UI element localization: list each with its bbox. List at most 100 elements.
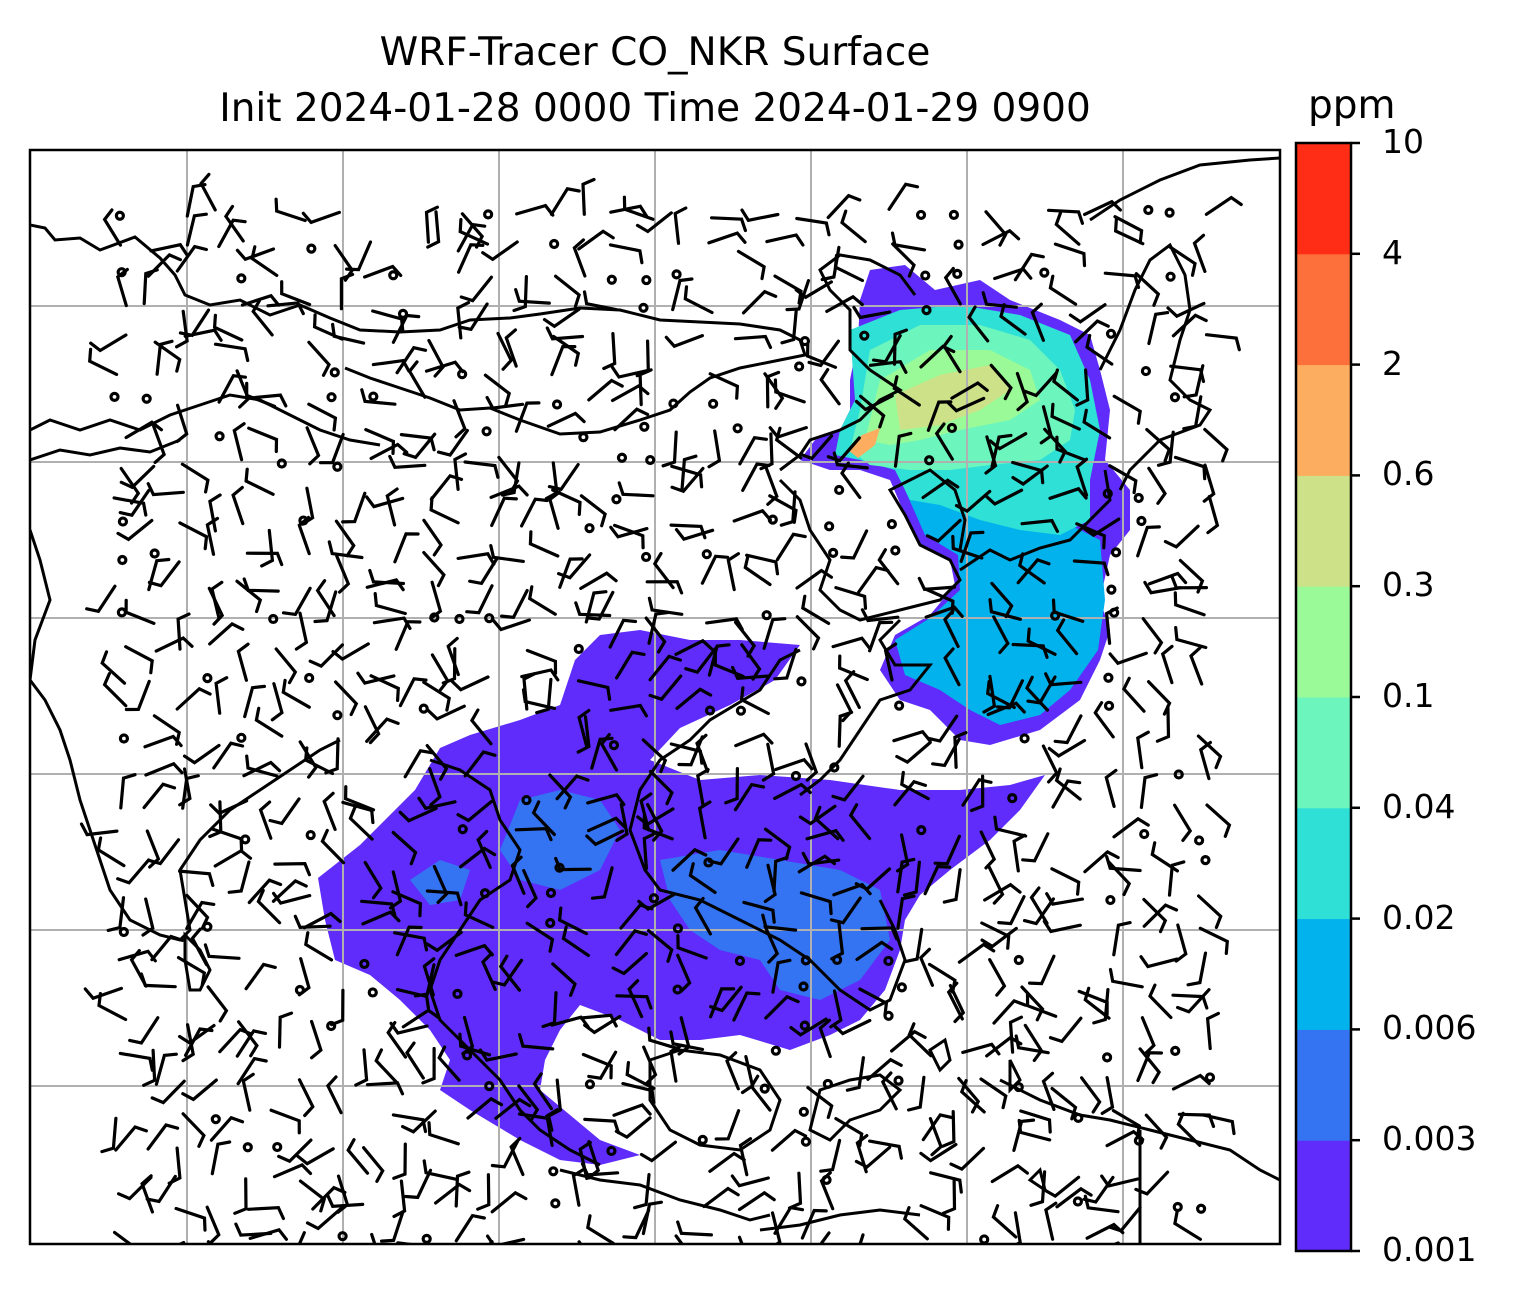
wind-barb bbox=[368, 568, 405, 586]
calm-wind-marker bbox=[1165, 271, 1176, 282]
wind-barb bbox=[586, 1214, 615, 1244]
wind-barb bbox=[774, 426, 803, 460]
wind-barb bbox=[206, 1240, 214, 1244]
wind-barb bbox=[454, 943, 494, 957]
wind-barb bbox=[1108, 967, 1144, 989]
wind-barb bbox=[1142, 897, 1168, 934]
calm-wind-marker bbox=[1110, 547, 1122, 558]
wind-barb bbox=[140, 1174, 154, 1214]
wind-barb bbox=[805, 342, 838, 369]
wind-barb bbox=[918, 947, 934, 987]
calm-wind-marker bbox=[242, 1142, 253, 1153]
calm-wind-marker bbox=[214, 431, 225, 442]
colorbar-tick-label: 0.02 bbox=[1382, 897, 1456, 937]
wind-barb bbox=[326, 1193, 365, 1208]
wind-barb bbox=[805, 828, 845, 842]
wind-barb bbox=[402, 432, 437, 460]
wind-barb bbox=[902, 1206, 929, 1241]
wind-barb bbox=[609, 525, 649, 539]
calm-wind-marker bbox=[703, 857, 714, 868]
wind-barb bbox=[709, 987, 736, 1019]
wind-barb bbox=[1082, 408, 1112, 440]
wind-barb bbox=[917, 576, 956, 591]
wind-barb bbox=[450, 675, 490, 692]
wind-barb bbox=[544, 461, 559, 501]
wind-barb bbox=[992, 615, 1010, 655]
wind-barb bbox=[1048, 1016, 1083, 1044]
wind-barb bbox=[102, 208, 122, 247]
wind-barb bbox=[763, 924, 780, 964]
wind-barb bbox=[697, 800, 712, 840]
wind-barb bbox=[676, 953, 692, 993]
wind-barb bbox=[542, 307, 581, 329]
calm-wind-marker bbox=[202, 673, 213, 684]
calm-wind-marker bbox=[1105, 328, 1117, 339]
calm-wind-marker bbox=[948, 209, 960, 220]
calm-wind-marker bbox=[893, 1075, 904, 1086]
wind-barb bbox=[577, 708, 591, 749]
wind-barb bbox=[457, 243, 485, 274]
calm-wind-marker bbox=[672, 984, 683, 995]
calm-wind-marker bbox=[708, 398, 719, 409]
wind-barb bbox=[829, 896, 862, 925]
wind-barb bbox=[425, 930, 463, 953]
wind-barb bbox=[436, 428, 469, 457]
wind-barb bbox=[641, 1200, 663, 1236]
wind-barb bbox=[1150, 841, 1179, 873]
wind-barb bbox=[184, 1027, 214, 1057]
wind-barb bbox=[119, 464, 156, 490]
calm-wind-marker bbox=[236, 273, 247, 284]
wind-barb bbox=[1068, 303, 1107, 324]
wind-barb bbox=[774, 757, 814, 772]
wind-barb bbox=[422, 518, 443, 557]
wind-barb bbox=[549, 187, 581, 216]
wind-barb bbox=[770, 1128, 808, 1152]
wind-barb bbox=[1136, 730, 1150, 770]
wind-barb bbox=[551, 488, 582, 516]
wind-barb bbox=[452, 399, 467, 439]
wind-barb bbox=[1141, 617, 1164, 655]
wind-barb bbox=[296, 1147, 335, 1166]
wind-barb bbox=[845, 1056, 865, 1092]
wind-barb bbox=[761, 913, 798, 932]
wind-barb bbox=[1205, 1011, 1220, 1051]
calm-wind-marker bbox=[1195, 1203, 1207, 1214]
calm-wind-marker bbox=[828, 547, 839, 558]
wind-barb bbox=[391, 830, 418, 866]
calm-wind-marker bbox=[240, 834, 251, 845]
wind-barb bbox=[247, 878, 283, 905]
wind-barb bbox=[961, 778, 993, 807]
wind-barb bbox=[1008, 1015, 1023, 1054]
wind-barb bbox=[346, 1138, 370, 1175]
wind-barb bbox=[362, 1146, 385, 1183]
wind-barb bbox=[907, 1075, 926, 1112]
wind-barb bbox=[424, 360, 465, 374]
wind-barb bbox=[297, 515, 311, 556]
calm-wind-marker bbox=[1194, 835, 1205, 846]
wind-barb bbox=[424, 205, 439, 244]
wind-barb bbox=[928, 1117, 943, 1157]
wind-barb bbox=[273, 861, 311, 877]
calm-wind-marker bbox=[606, 1145, 617, 1157]
wind-barb bbox=[669, 1030, 705, 1051]
calm-wind-marker bbox=[484, 613, 495, 624]
wind-barb bbox=[1174, 626, 1208, 650]
wind-barb bbox=[985, 680, 1016, 709]
wind-barb bbox=[798, 434, 834, 461]
wind-barb bbox=[142, 782, 177, 810]
wind-barb bbox=[768, 494, 798, 524]
calm-wind-marker bbox=[1170, 1045, 1181, 1057]
map-frame bbox=[28, 148, 1282, 1246]
calm-wind-marker bbox=[883, 955, 894, 967]
wind-barb bbox=[1083, 849, 1120, 874]
calm-wind-marker bbox=[1019, 733, 1030, 744]
wind-barb bbox=[205, 516, 220, 556]
wind-barb bbox=[245, 381, 277, 408]
calm-wind-marker bbox=[800, 955, 812, 966]
colorbar-tick-label: 0.6 bbox=[1382, 454, 1435, 494]
wind-barb bbox=[175, 244, 208, 273]
wind-barb bbox=[907, 1022, 933, 1058]
wind-barb bbox=[174, 1206, 207, 1232]
wind-barb bbox=[954, 489, 992, 514]
wind-barb bbox=[919, 1204, 951, 1231]
